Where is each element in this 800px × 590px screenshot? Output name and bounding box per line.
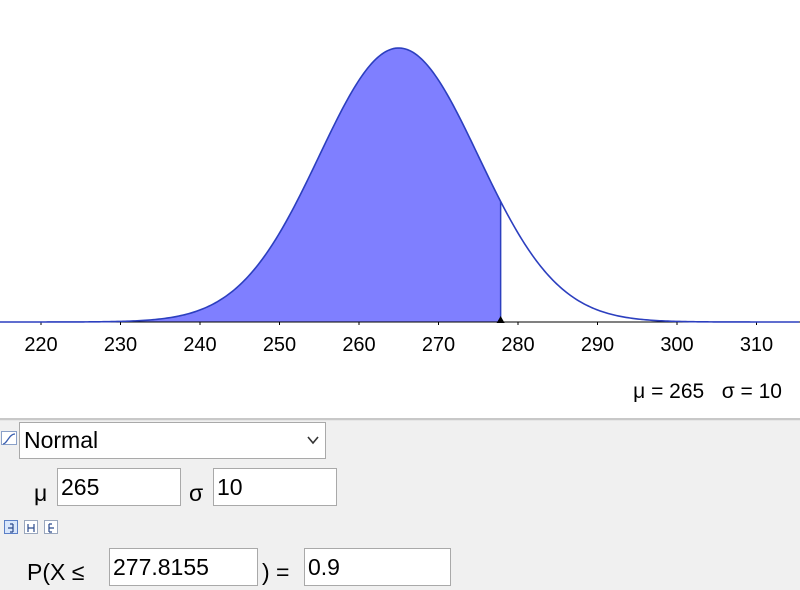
sigma-label: σ	[189, 480, 204, 506]
right-sided-icon[interactable]	[44, 520, 58, 534]
interval-icon[interactable]	[24, 520, 38, 534]
x-tick-label: 260	[342, 334, 375, 356]
x-axis-ticks: 220 230 240 250 260 270 280 290 300 310	[24, 322, 773, 356]
left-sided-icon[interactable]	[4, 520, 18, 534]
x-tick-label: 280	[501, 334, 534, 356]
x-tick-label: 250	[263, 334, 296, 356]
x-tick-label: 230	[104, 334, 137, 356]
mu-label: μ	[34, 480, 48, 506]
density-curve	[0, 47, 799, 323]
probability-result-input[interactable]: 0.9	[304, 548, 451, 586]
shaded-probability-area	[0, 48, 501, 322]
parameter-readout: μ = 265 σ = 10	[633, 380, 782, 404]
x-bound-input[interactable]: 277.8155	[109, 548, 258, 586]
x-tick-label: 240	[183, 334, 216, 356]
probability-prefix: P(X ≤	[27, 559, 85, 585]
graph-panel: 220 230 240 250 260 270 280 290 300 310 μ = 265 σ…	[0, 47, 800, 404]
mu-readout: μ = 265	[633, 380, 705, 403]
probability-suffix: ) =	[262, 559, 290, 585]
sigma-input[interactable]: 10	[213, 468, 337, 506]
bound-marker-icon[interactable]	[496, 316, 505, 323]
distribution-select[interactable]: Normal	[19, 422, 326, 459]
x-tick-label: 270	[422, 334, 455, 356]
control-panel: Normal μ 265 σ 10 P(X ≤ 277.8155 ) = 0.9	[0, 421, 800, 590]
x-tick-label: 310	[740, 334, 773, 356]
mu-input[interactable]: 265	[57, 468, 181, 506]
sigma-readout: σ = 10	[721, 380, 782, 403]
panel-divider[interactable]	[0, 418, 800, 421]
cumulative-graph-toggle-icon[interactable]	[1, 431, 17, 445]
x-tick-label: 220	[24, 334, 57, 356]
x-tick-label: 300	[660, 334, 693, 356]
distribution-selected-label: Normal	[24, 427, 99, 453]
chevron-down-icon	[307, 436, 319, 445]
x-tick-label: 290	[581, 334, 614, 356]
normal-density-plot: 220 230 240 250 260 270 280 290 300 310	[0, 47, 800, 356]
